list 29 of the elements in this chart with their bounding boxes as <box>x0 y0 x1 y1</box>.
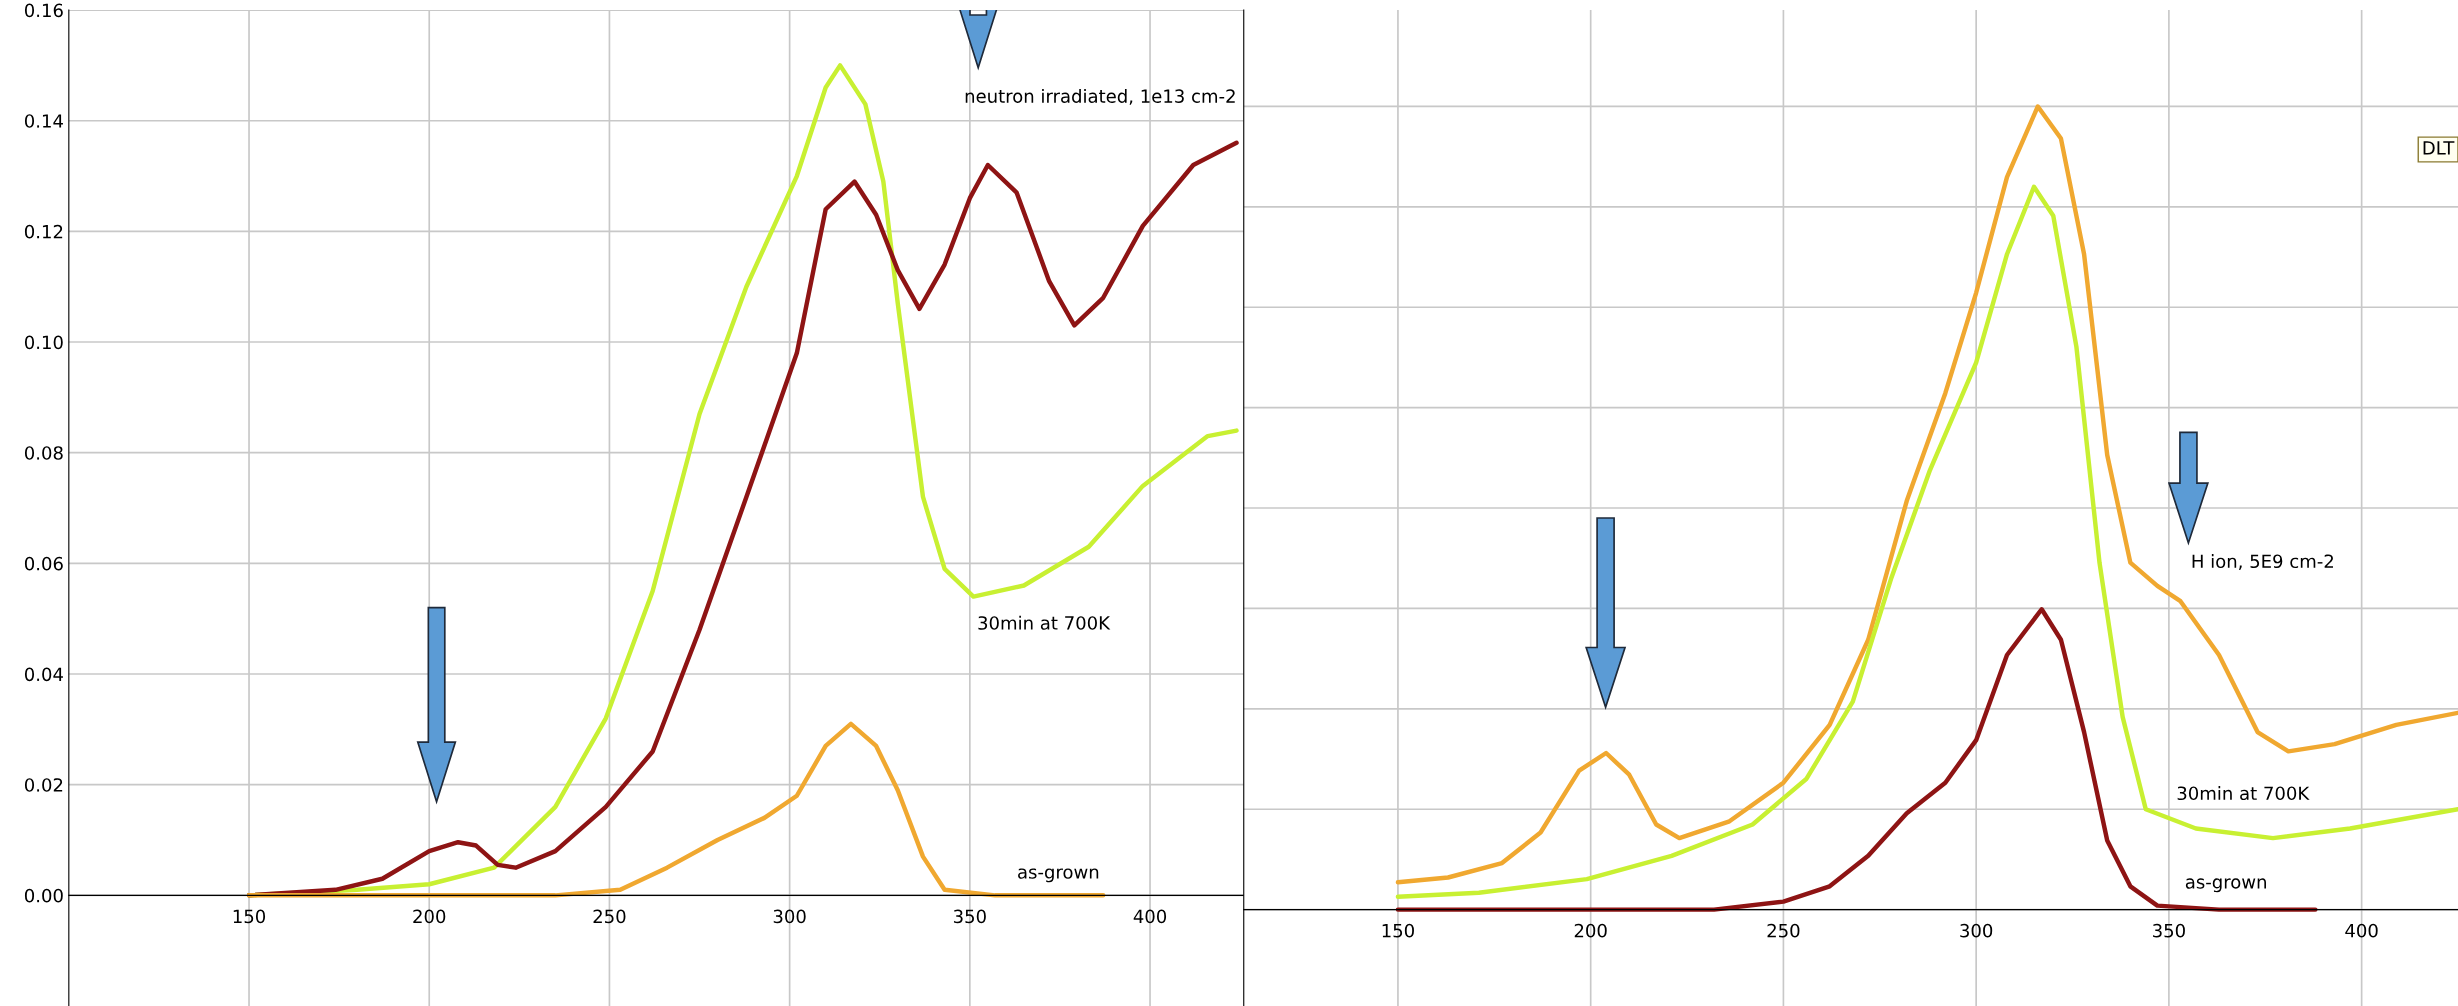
annotation: 30min at 700K <box>2177 786 2310 801</box>
annotation: as-grown <box>2185 878 2266 893</box>
x-tick-label: 300 <box>773 909 806 924</box>
y-tick-label: 0.00 <box>24 888 63 903</box>
x-tick-label: 400 <box>1133 909 1167 924</box>
y-tick-label: 0.10 <box>24 335 63 350</box>
y-tick-label: 0.02 <box>24 778 63 792</box>
annotation: neutron irradiated, 1e13 cm-2 <box>965 88 1235 105</box>
y-tick-label: 0.04 <box>24 667 63 682</box>
x-tick-label: 150 <box>233 909 266 924</box>
x-tick-label: 250 <box>1767 923 1800 938</box>
annotation: 30min at 700K <box>978 615 1111 630</box>
x-tick-label: 300 <box>1960 923 1993 938</box>
line-series <box>246 721 1106 898</box>
x-tick-label: 250 <box>593 909 626 924</box>
x-tick-label: 400 <box>2345 923 2378 938</box>
y-tick-label: 0.16 <box>24 3 63 18</box>
y-tick-label: 0.12 <box>24 224 63 239</box>
annotation: as-grown <box>1018 868 1099 883</box>
x-tick-label: 350 <box>953 909 986 924</box>
x-tick-label: 200 <box>413 909 446 924</box>
y-tick-label: 0.14 <box>24 114 63 128</box>
annotation: H ion, 5E9 cm-2 <box>2192 554 2333 570</box>
y-tick-label: 0.08 <box>24 446 63 460</box>
x-tick-label: 200 <box>1574 923 1607 938</box>
annotation: DLT <box>2423 141 2455 155</box>
x-tick-label: 350 <box>2153 923 2185 938</box>
y-tick-label: 0.06 <box>24 556 63 571</box>
x-tick-label: 150 <box>1382 923 1414 938</box>
